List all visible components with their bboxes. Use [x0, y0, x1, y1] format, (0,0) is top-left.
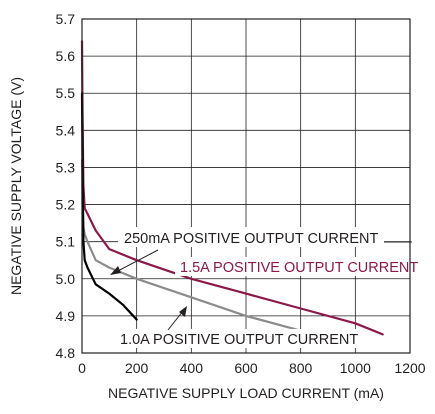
annotation-arrow-1-0a	[167, 310, 184, 331]
y-tick-label: 4.9	[56, 308, 76, 324]
x-tick-labels: 0 200 400 600 800 1000 1200	[78, 360, 426, 376]
annotations: 250mA POSITIVE OUTPUT CURRENT 1.5A POSITI…	[110, 227, 418, 348]
x-tick-label: 600	[234, 360, 258, 376]
annotation-arrowhead-250ma	[110, 266, 121, 275]
annotation-background	[118, 227, 384, 247]
x-tick-label: 200	[125, 360, 149, 376]
x-axis-label: NEGATIVE SUPPLY LOAD CURRENT (mA)	[108, 385, 384, 401]
y-tick-label: 5.7	[56, 11, 76, 27]
annotation-arrowhead-1-0a	[179, 306, 187, 317]
x-tick-label: 0	[78, 360, 86, 376]
y-tick-label: 5.5	[56, 85, 76, 101]
y-tick-labels: 4.8 4.9 5.0 5.1 5.2 5.3 5.4 5.5 5.6 5.7	[56, 11, 76, 361]
annotation-arrow-250ma	[115, 249, 159, 273]
annotation-1-5a: 1.5A POSITIVE OUTPUT CURRENT	[180, 260, 418, 276]
annotation-background	[175, 257, 415, 276]
x-tick-label: 800	[289, 360, 313, 376]
series-line-1-5a	[80, 40, 384, 336]
y-tick-label: 4.8	[56, 345, 76, 361]
series-line-1-0a	[80, 92, 138, 321]
y-axis-label: NEGATIVE SUPPLY VOLTAGE (V)	[8, 77, 24, 295]
x-tick-label: 1200	[394, 360, 425, 376]
y-tick-label: 5.1	[56, 234, 76, 250]
y-tick-label: 5.3	[56, 159, 76, 175]
series-lines	[80, 40, 384, 336]
x-tick-label: 400	[180, 360, 204, 376]
annotation-1-0a: 1.0A POSITIVE OUTPUT CURRENT	[120, 332, 358, 348]
annotation-background	[116, 329, 364, 348]
y-tick-label: 5.6	[56, 48, 76, 64]
annotation-250ma: 250mA POSITIVE OUTPUT CURRENT	[124, 231, 378, 247]
plot-frame	[81, 18, 411, 354]
y-tick-label: 5.4	[56, 122, 76, 138]
y-tick-label: 5.0	[56, 271, 76, 287]
y-tick-label: 5.2	[56, 197, 76, 213]
grid-lines	[82, 19, 410, 353]
x-tick-label: 1000	[340, 360, 371, 376]
